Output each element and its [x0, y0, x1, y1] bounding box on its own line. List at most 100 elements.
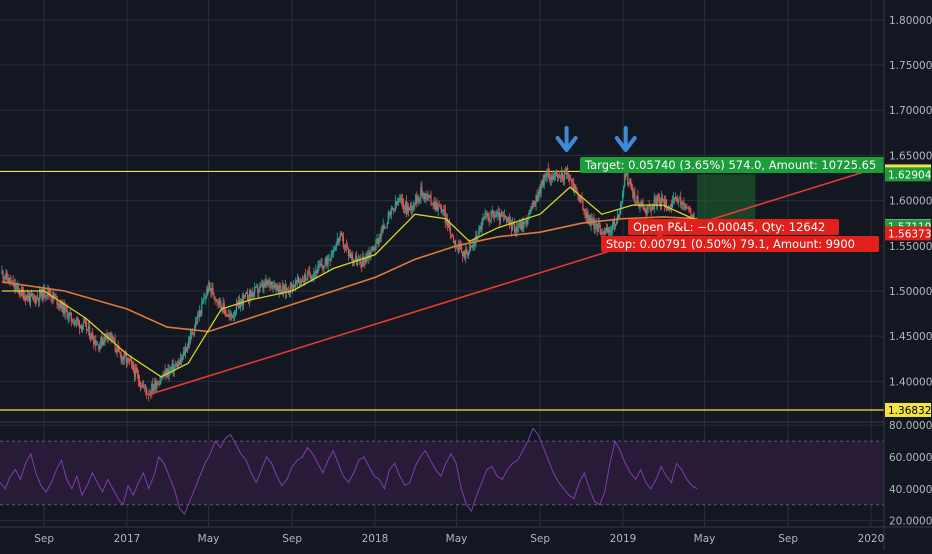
candle-body — [91, 332, 93, 338]
candle-body — [441, 211, 443, 213]
candle-body — [281, 285, 283, 292]
candle-body — [403, 208, 406, 210]
candle-body — [206, 288, 208, 297]
candle-body — [291, 284, 294, 291]
stop-label-bg — [601, 236, 879, 252]
candle-body — [130, 360, 133, 363]
candle-body — [628, 184, 630, 185]
candle-body — [494, 215, 496, 218]
candle-body — [204, 298, 206, 300]
y-tick-label: 1.75000 — [889, 60, 932, 72]
candle-body — [136, 372, 139, 375]
candle-body — [383, 224, 385, 229]
candle-body — [564, 172, 567, 174]
candle-body — [684, 205, 686, 209]
candle-body — [332, 250, 334, 255]
candle-body — [48, 288, 50, 294]
candle-body — [137, 374, 140, 381]
candle-body — [692, 214, 694, 219]
candle-body — [191, 331, 194, 334]
candle-body — [249, 290, 251, 302]
candle-body — [305, 274, 307, 280]
candle-body — [232, 315, 234, 318]
candle-body — [400, 199, 403, 201]
candle-body — [646, 209, 648, 215]
candle-body — [631, 186, 633, 191]
candle-body — [636, 196, 638, 203]
candle-body — [143, 384, 145, 386]
candle-body — [82, 321, 85, 327]
candle-body — [372, 246, 374, 248]
candle-body — [475, 235, 477, 243]
candle-body — [497, 211, 499, 213]
candle-body — [617, 214, 620, 218]
candle-body — [442, 208, 444, 212]
candle-body — [357, 260, 359, 266]
candle-body — [181, 355, 183, 360]
candle-body — [657, 196, 659, 198]
candle-body — [304, 274, 306, 282]
candle-body — [521, 221, 523, 230]
candle-body — [592, 219, 594, 222]
candle-body — [548, 171, 550, 180]
candle-body — [265, 280, 267, 286]
candle-body — [37, 296, 39, 298]
candle-body — [127, 357, 129, 359]
candle-body — [290, 283, 293, 285]
candle-body — [468, 250, 470, 256]
candle-body — [466, 249, 468, 254]
candle-body — [9, 277, 11, 283]
candle-body — [398, 198, 401, 201]
candle-body — [334, 249, 336, 251]
candle-body — [90, 337, 92, 339]
candle-body — [350, 254, 353, 259]
candle-body — [487, 213, 489, 217]
candle-body — [602, 231, 604, 234]
candle-body — [604, 230, 606, 235]
candle-body — [103, 340, 105, 343]
candle-body — [630, 179, 632, 187]
candle-body — [40, 291, 42, 296]
candle-body — [635, 202, 637, 204]
candle-body — [557, 175, 560, 177]
candle-body — [173, 366, 175, 372]
candle-body — [63, 303, 65, 314]
x-tick-label: Sep — [778, 533, 798, 545]
candle-body — [399, 198, 402, 200]
candle-body — [451, 235, 454, 237]
candle-body — [88, 326, 90, 330]
x-tick-label: 2017 — [114, 533, 141, 545]
candle-body — [410, 205, 412, 208]
candle-body — [301, 280, 303, 284]
candle-body — [188, 341, 191, 343]
rsi-line — [0, 427, 698, 516]
candle-body — [309, 271, 311, 276]
candle-body — [440, 205, 442, 213]
candle-body — [123, 353, 125, 360]
candle-body — [545, 175, 547, 177]
candle-body — [213, 294, 215, 297]
candle-body — [588, 215, 590, 225]
y-tick-label: 1.65000 — [889, 150, 932, 162]
stop-label: Stop: 0.00791 (0.50%) 79.1, Amount: 9900 — [606, 237, 855, 251]
candle-body — [488, 216, 490, 221]
candle-body — [297, 276, 300, 282]
candle-body — [312, 277, 314, 278]
candle-body — [544, 175, 546, 177]
candle-body — [377, 239, 379, 244]
candle-body — [5, 272, 7, 279]
candle-body — [510, 222, 513, 231]
candle-body — [259, 285, 261, 291]
candle-body — [453, 240, 456, 243]
candle-body — [647, 204, 649, 210]
candle-body — [222, 303, 224, 312]
candle-body — [626, 172, 628, 176]
candle-body — [133, 370, 136, 377]
candle-body — [3, 278, 5, 280]
candle-body — [263, 283, 265, 289]
candle-body — [501, 215, 503, 217]
candle-body — [65, 306, 67, 310]
candle-body — [180, 358, 182, 360]
candle-body — [243, 295, 246, 297]
